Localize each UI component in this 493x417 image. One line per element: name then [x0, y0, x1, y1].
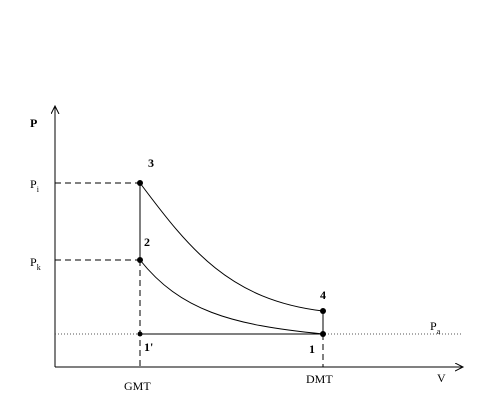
gmt-label: GMT — [124, 379, 151, 393]
compression-curve — [139, 259, 324, 335]
pi-label: Pi — [30, 177, 40, 194]
point-1 — [320, 331, 326, 337]
point-3 — [137, 180, 143, 186]
x-axis-label: V — [437, 371, 446, 385]
pa-symbol: P — [430, 319, 437, 333]
expansion-curve — [139, 182, 324, 312]
pi-subscript: i — [37, 185, 40, 194]
point-1-label: 1 — [309, 342, 315, 356]
point-4 — [320, 308, 326, 314]
point-3-label: 3 — [148, 156, 154, 170]
point-1p-label: 1' — [144, 340, 153, 354]
pa-label: Pa — [430, 319, 441, 336]
point-2-label: 2 — [144, 235, 150, 249]
point-1p — [137, 331, 143, 337]
pk-symbol: P — [30, 255, 37, 269]
pk-label: Pk — [30, 255, 41, 272]
point-2 — [137, 257, 143, 263]
pa-subscript: a — [437, 327, 441, 336]
pi-symbol: P — [30, 177, 37, 191]
y-axis-label: P — [30, 116, 37, 130]
point-4-label: 4 — [320, 288, 326, 302]
dmt-label: DMT — [306, 372, 333, 386]
pk-subscript: k — [37, 263, 41, 272]
